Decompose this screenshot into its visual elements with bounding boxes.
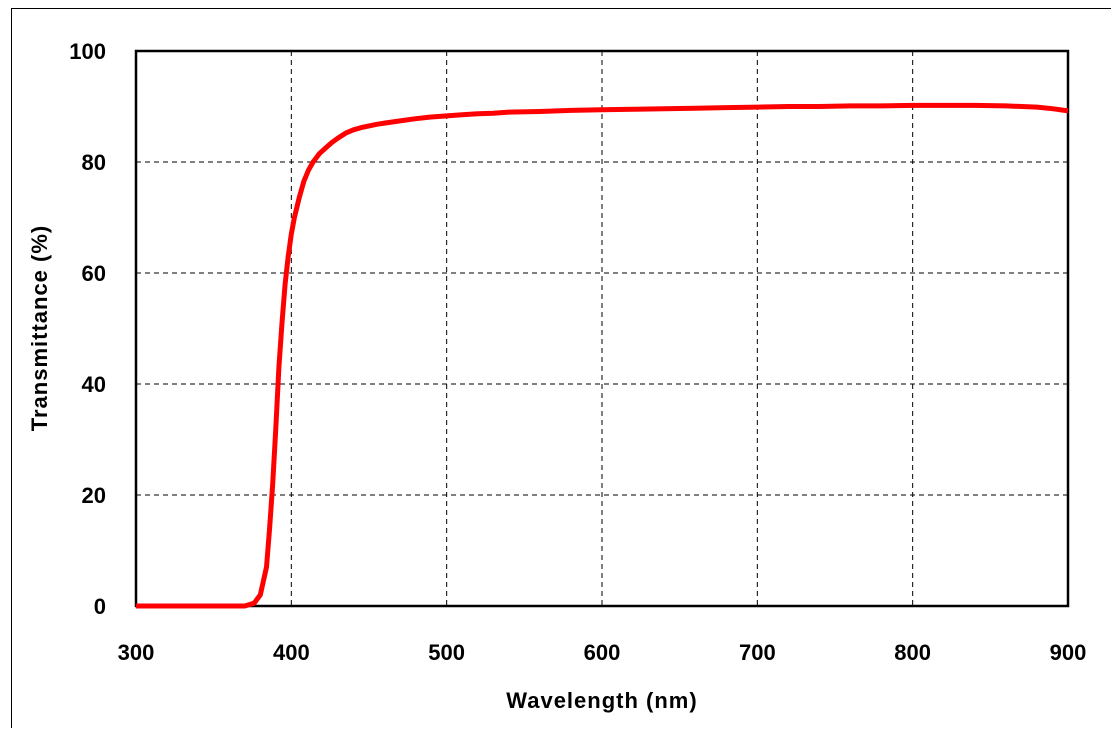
y-tick-label: 40: [82, 372, 106, 397]
grid-lines: [136, 51, 1068, 606]
x-tick-label: 900: [1050, 640, 1087, 665]
x-tick-labels: 300 400 500 600 700 800 900: [118, 640, 1087, 665]
y-tick-label: 80: [82, 150, 106, 175]
y-tick-label: 60: [82, 261, 106, 286]
x-tick-label: 300: [118, 640, 155, 665]
plot-area-border: [134, 49, 1070, 608]
series-layer: [136, 102, 1069, 609]
x-tick-label: 800: [894, 640, 931, 665]
y-tick-labels: 0 20 40 60 80 100: [69, 39, 106, 619]
y-tick-label: 20: [82, 483, 106, 508]
x-tick-label: 500: [428, 640, 465, 665]
x-tick-label: 400: [273, 640, 310, 665]
x-tick-label: 700: [739, 640, 776, 665]
chart-frame: [11, 8, 1111, 728]
y-axis-title: Transmittance (%): [27, 225, 52, 432]
x-axis-title: Wavelength (nm): [506, 688, 697, 713]
y-tick-label: 100: [69, 39, 106, 64]
x-tick-label: 600: [584, 640, 621, 665]
series-line-transmittance: [136, 102, 1069, 609]
y-tick-label: 0: [94, 594, 106, 619]
